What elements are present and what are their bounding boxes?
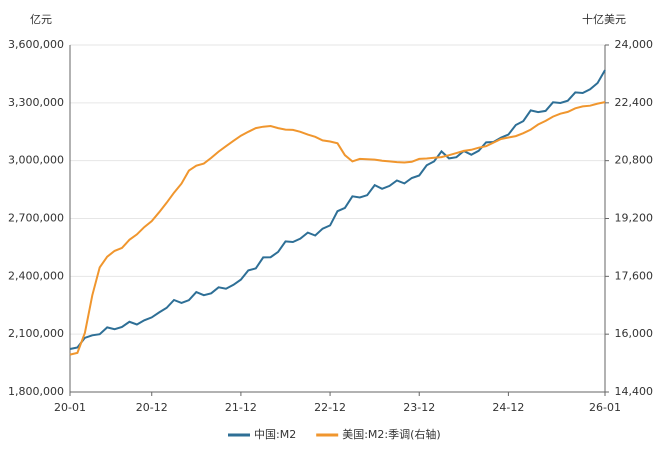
x-tick-label: 20-01 [54, 401, 86, 414]
x-tick-label: 26-01 [589, 401, 621, 414]
y-tick-label: 3,000,000 [8, 154, 64, 167]
y-tick-label: 3,600,000 [8, 38, 64, 51]
y-axis-title: 亿元 [30, 13, 52, 26]
x-tick-label: 20-12 [136, 401, 168, 414]
x-tick-label: 22-12 [314, 401, 346, 414]
y2-tick-label: 24,000 [615, 38, 654, 51]
y-tick-label: 2,400,000 [8, 269, 64, 282]
series-line [69, 101, 606, 356]
series-line [69, 69, 606, 350]
y2-tick-label: 20,800 [615, 154, 654, 167]
x-tick-label: 21-12 [225, 401, 257, 414]
y-tick-label: 2,700,000 [8, 212, 64, 225]
y-tick-label: 3,300,000 [8, 96, 64, 109]
y2-tick-label: 19,200 [615, 212, 654, 225]
y-tick-label: 2,100,000 [8, 327, 64, 340]
y2-axis-title: 十亿美元 [582, 12, 626, 26]
legend-label: 美国:M2:季调(右轴) [342, 427, 440, 441]
y2-tick-label: 16,000 [615, 327, 654, 340]
x-tick-label: 23-12 [403, 401, 435, 414]
legend-label: 中国:M2 [254, 428, 296, 441]
y2-tick-label: 14,400 [615, 385, 654, 398]
x-tick-label: 24-12 [492, 401, 524, 414]
y2-tick-label: 17,600 [615, 269, 654, 282]
y-tick-label: 1,800,000 [8, 385, 64, 398]
y2-tick-label: 22,400 [615, 96, 654, 109]
